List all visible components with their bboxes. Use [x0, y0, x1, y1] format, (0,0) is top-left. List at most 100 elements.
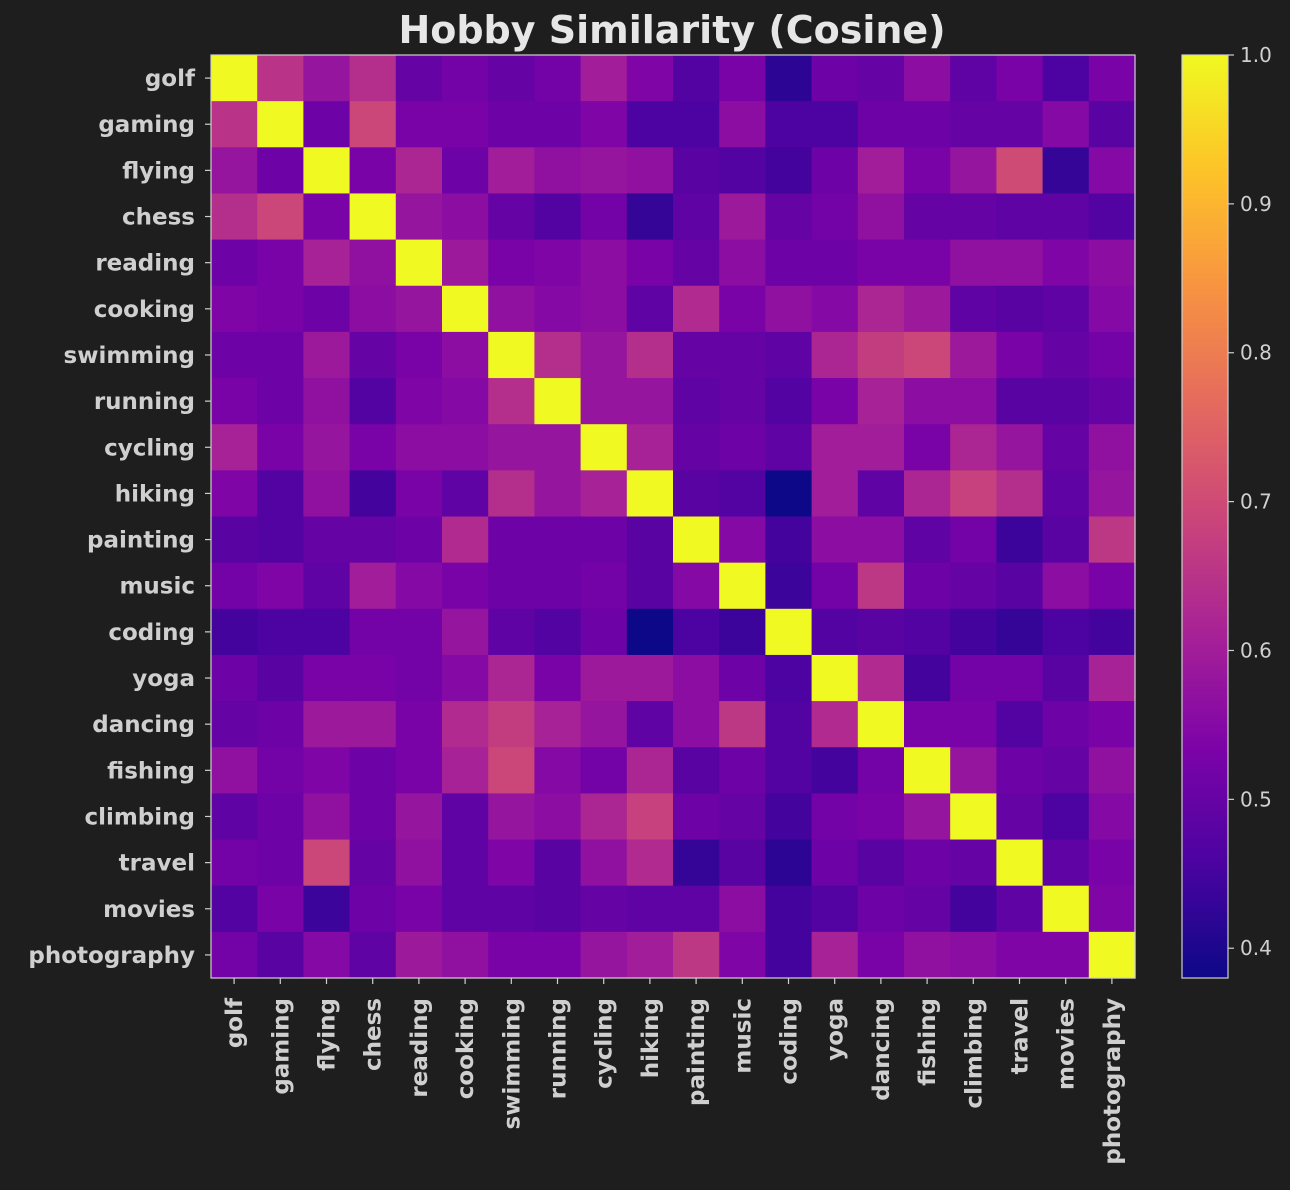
heatmap-cell-gaming-cycling — [580, 101, 628, 148]
heatmap-cell-cycling-chess — [349, 424, 397, 471]
heatmap-cell-photography-swimming — [488, 931, 535, 979]
heatmap-cell-hiking-flying — [303, 470, 351, 518]
y-tick-label-hiking: hiking — [115, 481, 195, 507]
heatmap-cell-music-travel — [996, 562, 1044, 610]
heatmap-cell-reading-fishing — [904, 239, 951, 287]
heatmap-cell-photography-climbing — [950, 931, 997, 979]
heatmap-cell-gaming-fishing — [904, 101, 951, 148]
heatmap-cell-photography-photography — [1088, 931, 1136, 979]
heatmap-cell-golf-flying — [303, 55, 351, 102]
heatmap-cell-chess-photography — [1088, 193, 1136, 241]
heatmap-cell-cycling-painting — [673, 424, 720, 471]
heatmap-cell-fishing-swimming — [488, 747, 535, 794]
heatmap-cell-movies-coding — [765, 885, 813, 933]
heatmap-cell-swimming-photography — [1088, 331, 1136, 379]
heatmap-cell-golf-golf — [211, 55, 258, 102]
heatmap-cell-running-running — [534, 378, 582, 425]
heatmap-cell-photography-coding — [765, 931, 813, 979]
colorbar-tick-label: 0.7 — [1240, 490, 1272, 514]
heatmap-cell-gaming-yoga — [811, 101, 859, 148]
heatmap-cell-reading-photography — [1088, 239, 1136, 287]
heatmap-cell-music-running — [534, 562, 582, 610]
heatmap-cell-reading-climbing — [950, 239, 997, 287]
heatmap-cell-flying-painting — [673, 147, 720, 195]
y-tick-label-flying: flying — [122, 158, 195, 184]
heatmap-cell-reading-cooking — [442, 239, 489, 287]
heatmap-cell-coding-photography — [1088, 608, 1136, 656]
y-tick-label-travel: travel — [119, 851, 195, 877]
heatmap-cell-flying-swimming — [488, 147, 535, 195]
heatmap-cell-cooking-painting — [673, 285, 720, 333]
heatmap-cell-climbing-travel — [996, 793, 1044, 841]
x-tick-label-movies: movies — [1054, 998, 1080, 1090]
heatmap-cell-movies-reading — [395, 885, 443, 933]
heatmap-cell-swimming-golf — [211, 331, 258, 379]
heatmap-cell-yoga-swimming — [488, 654, 535, 702]
heatmap-cell-dancing-climbing — [950, 701, 997, 748]
heatmap-cell-flying-dancing — [857, 147, 905, 195]
heatmap-cell-reading-travel — [996, 239, 1044, 287]
heatmap-cell-painting-travel — [996, 516, 1044, 564]
x-tick-label-music: music — [730, 998, 756, 1074]
heatmap-cell-fishing-cycling — [580, 747, 628, 794]
heatmap-cell-climbing-fishing — [904, 793, 951, 841]
heatmap-cell-climbing-cooking — [442, 793, 489, 841]
heatmap-cell-cooking-yoga — [811, 285, 859, 333]
heatmap-cell-coding-yoga — [811, 608, 859, 656]
heatmap-cell-climbing-swimming — [488, 793, 535, 841]
heatmap-cell-travel-dancing — [857, 839, 905, 887]
heatmap-cell-cycling-fishing — [904, 424, 951, 471]
heatmap-cell-yoga-fishing — [904, 654, 951, 702]
heatmap-cell-flying-coding — [765, 147, 813, 195]
heatmap-cell-music-chess — [349, 562, 397, 610]
heatmap-cell-dancing-hiking — [626, 701, 674, 748]
heatmap-cell-golf-cycling — [580, 55, 628, 102]
heatmap-cell-gaming-cooking — [442, 101, 489, 148]
heatmap-cell-yoga-hiking — [626, 654, 674, 702]
heatmap-cell-hiking-cycling — [580, 470, 628, 518]
heatmap-cell-hiking-chess — [349, 470, 397, 518]
plot-frame — [210, 54, 1136, 979]
heatmap-cell-climbing-painting — [673, 793, 720, 841]
heatmap-cell-climbing-music — [719, 793, 766, 841]
heatmap-cell-coding-climbing — [950, 608, 997, 656]
heatmap-cell-movies-climbing — [950, 885, 997, 933]
x-tick-label-flying: flying — [315, 998, 341, 1071]
heatmap-cell-painting-swimming — [488, 516, 535, 564]
heatmap-cell-flying-climbing — [950, 147, 997, 195]
heatmap-cell-running-golf — [211, 378, 258, 425]
heatmap-cell-photography-hiking — [626, 931, 674, 979]
heatmap-cell-golf-swimming — [488, 55, 535, 102]
heatmap-cell-coding-reading — [395, 608, 443, 656]
heatmap-cell-cycling-yoga — [811, 424, 859, 471]
heatmap-cell-coding-flying — [303, 608, 351, 656]
heatmap-cell-yoga-yoga — [811, 654, 859, 702]
heatmap-cell-music-coding — [765, 562, 813, 610]
heatmap-cell-travel-painting — [673, 839, 720, 887]
y-tick-label-yoga: yoga — [132, 666, 195, 692]
heatmap-cell-travel-coding — [765, 839, 813, 887]
heatmap-cell-gaming-painting — [673, 101, 720, 148]
heatmap-cell-climbing-reading — [395, 793, 443, 841]
heatmap-cell-coding-travel — [996, 608, 1044, 656]
heatmap-cell-yoga-travel — [996, 654, 1044, 702]
heatmap-cell-climbing-dancing — [857, 793, 905, 841]
heatmap-cell-yoga-music — [719, 654, 766, 702]
heatmap-cell-dancing-photography — [1088, 701, 1136, 748]
y-tick-label-coding: coding — [108, 620, 195, 646]
heatmap-cell-dancing-travel — [996, 701, 1044, 748]
heatmap-cell-running-travel — [996, 378, 1044, 425]
heatmap-cell-yoga-photography — [1088, 654, 1136, 702]
heatmap-cell-climbing-climbing — [950, 793, 997, 841]
heatmap-cell-dancing-reading — [395, 701, 443, 748]
heatmap-cell-flying-running — [534, 147, 582, 195]
heatmap-cell-hiking-music — [719, 470, 766, 518]
heatmap-cell-fishing-golf — [211, 747, 258, 794]
heatmap-cell-cooking-running — [534, 285, 582, 333]
heatmap-cell-cooking-music — [719, 285, 766, 333]
heatmap-cell-flying-movies — [1042, 147, 1090, 195]
heatmap-cell-swimming-swimming — [488, 331, 535, 379]
heatmap-cell-photography-reading — [395, 931, 443, 979]
heatmap-cell-photography-yoga — [811, 931, 859, 979]
heatmap-cell-gaming-reading — [395, 101, 443, 148]
